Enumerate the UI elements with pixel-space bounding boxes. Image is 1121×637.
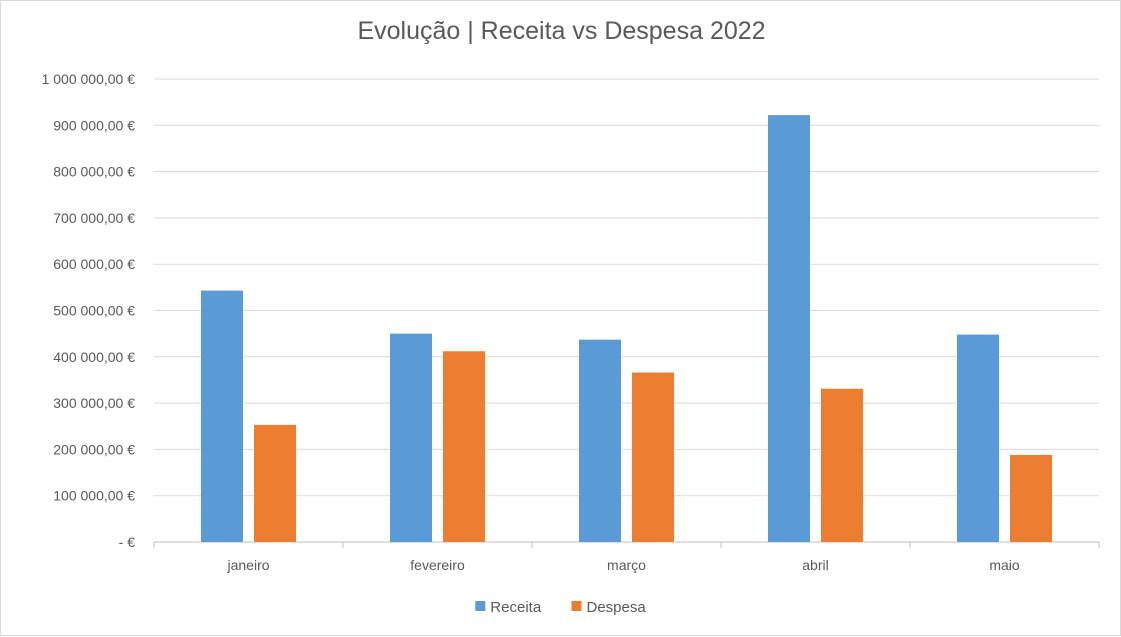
x-tick-label: maio xyxy=(989,557,1020,573)
bar-despesa-janeiro xyxy=(254,424,296,542)
x-tick-label: março xyxy=(607,557,646,573)
legend-swatch-receita xyxy=(475,601,486,611)
y-tick-label: 700 000,00 € xyxy=(53,210,135,226)
bar-receita-maio xyxy=(957,334,999,542)
bar-despesa-maio xyxy=(1010,454,1052,542)
y-tick-label: 300 000,00 € xyxy=(53,395,135,411)
legend-label-receita: Receita xyxy=(490,599,542,616)
x-tick-label: fevereiro xyxy=(410,557,465,573)
bar-receita-abril xyxy=(768,115,810,542)
y-tick-label: - € xyxy=(119,534,136,550)
bar-despesa-fevereiro xyxy=(443,351,485,542)
y-tick-label: 400 000,00 € xyxy=(53,349,135,365)
y-tick-label: 800 000,00 € xyxy=(53,164,135,180)
y-tick-label: 500 000,00 € xyxy=(53,303,135,319)
bar-despesa-abril xyxy=(821,388,863,542)
chart-title: Evolução | Receita vs Despesa 2022 xyxy=(357,17,766,45)
bar-receita-fevereiro xyxy=(390,333,432,542)
legend-label-despesa: Despesa xyxy=(587,599,647,616)
y-tick-label: 900 000,00 € xyxy=(53,117,135,133)
x-tick-label: janeiro xyxy=(226,557,269,573)
y-tick-label: 200 000,00 € xyxy=(53,441,135,457)
bar-despesa-março xyxy=(632,372,674,542)
bar-receita-janeiro xyxy=(201,290,243,542)
y-tick-label: 100 000,00 € xyxy=(53,488,135,504)
legend-swatch-despesa xyxy=(571,601,582,611)
y-tick-label: 1 000 000,00 € xyxy=(42,71,136,87)
y-tick-label: 600 000,00 € xyxy=(53,256,135,272)
x-tick-label: abril xyxy=(802,557,828,573)
bar-receita-março xyxy=(579,339,621,542)
